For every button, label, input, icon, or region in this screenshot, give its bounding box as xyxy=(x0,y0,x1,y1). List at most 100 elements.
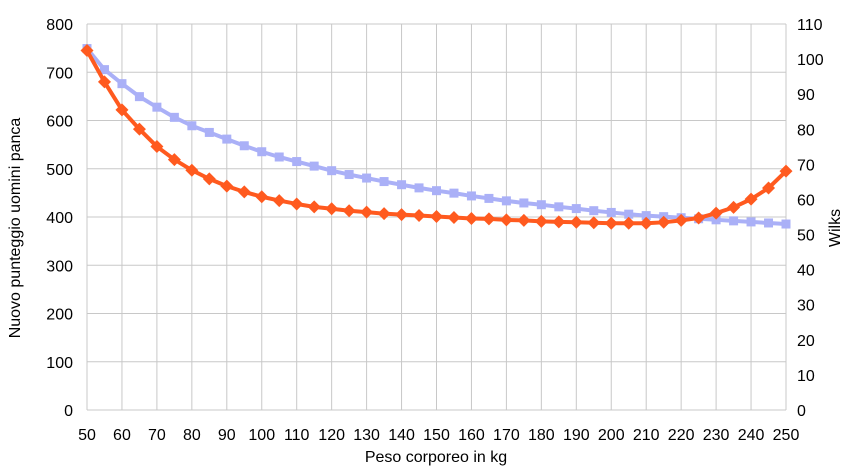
series-layer xyxy=(80,44,793,230)
data-point xyxy=(167,153,181,167)
data-point xyxy=(185,163,199,177)
data-point xyxy=(641,211,651,221)
data-point xyxy=(517,213,531,227)
x-tick-label: 50 xyxy=(78,427,96,444)
y2-tick-label: 70 xyxy=(797,157,815,174)
data-point xyxy=(414,183,424,193)
x-tick-label: 120 xyxy=(318,427,345,444)
data-point xyxy=(99,65,109,75)
y2-tick-label: 80 xyxy=(797,122,815,139)
data-point xyxy=(482,212,496,226)
data-point xyxy=(290,197,304,211)
data-point xyxy=(484,193,494,203)
data-point xyxy=(606,207,616,217)
y2-tick-label: 10 xyxy=(797,368,815,385)
data-point xyxy=(569,215,583,229)
x-tick-label: 140 xyxy=(388,427,415,444)
x-tick-label: 180 xyxy=(528,427,555,444)
data-point xyxy=(237,185,251,199)
data-point xyxy=(744,192,758,206)
data-point xyxy=(501,196,511,206)
x-axis-label: Peso corporeo in kg xyxy=(365,449,507,466)
data-point xyxy=(134,92,144,102)
y-tick-label: 500 xyxy=(46,162,73,179)
data-point xyxy=(344,170,354,180)
x-tick-label: 230 xyxy=(703,427,730,444)
data-point xyxy=(657,215,671,229)
y2-tick-label: 30 xyxy=(797,298,815,315)
data-point xyxy=(464,211,478,225)
data-point xyxy=(430,210,443,224)
x-tick-label: 220 xyxy=(668,427,695,444)
data-point xyxy=(779,164,793,178)
y-tick-label: 300 xyxy=(46,258,73,275)
x-tick-label: 150 xyxy=(423,427,450,444)
y2-tick-label: 110 xyxy=(797,17,823,34)
data-point xyxy=(274,152,284,162)
data-point xyxy=(709,206,723,220)
data-point xyxy=(97,75,111,89)
data-point xyxy=(342,204,356,218)
y-tick-label: 800 xyxy=(46,17,73,34)
y2-tick-label: 100 xyxy=(797,52,824,69)
data-point xyxy=(764,218,774,228)
x-tick-label: 60 xyxy=(113,427,131,444)
y2-tick-label: 50 xyxy=(797,228,815,245)
data-point xyxy=(257,147,267,157)
data-point xyxy=(552,215,566,229)
data-point xyxy=(309,161,319,171)
data-point xyxy=(674,213,688,227)
data-point xyxy=(202,172,216,186)
data-point xyxy=(622,216,636,230)
y2-axis-label: Wilks xyxy=(827,209,844,247)
data-point xyxy=(536,200,546,210)
y-axis-ticks: 0 100 200 300 400 500 600 700 800 xyxy=(46,17,73,420)
data-point xyxy=(412,209,426,223)
x-tick-label: 100 xyxy=(248,427,275,444)
data-point xyxy=(239,141,249,151)
data-point xyxy=(395,208,409,222)
data-point xyxy=(449,188,459,198)
data-point xyxy=(80,44,94,58)
data-point xyxy=(639,216,653,230)
data-point xyxy=(587,216,601,230)
y2-tick-label: 90 xyxy=(797,87,815,104)
x-tick-label: 210 xyxy=(633,427,660,444)
data-point xyxy=(272,194,286,208)
data-point xyxy=(362,173,372,183)
data-point xyxy=(377,207,391,221)
data-point xyxy=(727,200,741,214)
data-point xyxy=(519,198,529,208)
data-point xyxy=(692,211,706,225)
data-point xyxy=(397,180,407,190)
x-tick-label: 110 xyxy=(284,427,310,444)
data-point xyxy=(447,210,461,224)
data-point xyxy=(292,157,302,167)
y-tick-label: 100 xyxy=(46,355,73,372)
data-point xyxy=(307,200,321,214)
data-point xyxy=(325,202,339,216)
x-tick-label: 190 xyxy=(563,427,590,444)
y-tick-label: 600 xyxy=(46,114,73,131)
y2-axis-ticks: 0 10 20 30 40 50 60 70 80 90 100 110 xyxy=(797,17,824,420)
data-point xyxy=(379,177,389,187)
series-punteggio xyxy=(80,44,793,230)
data-point xyxy=(711,215,721,225)
data-point xyxy=(169,112,179,122)
y2-tick-label: 20 xyxy=(797,333,815,350)
x-tick-label: 250 xyxy=(773,427,800,444)
y-tick-label: 200 xyxy=(46,307,73,324)
x-tick-label: 90 xyxy=(218,427,236,444)
data-point xyxy=(534,214,548,228)
x-tick-label: 160 xyxy=(458,427,485,444)
data-point xyxy=(132,122,146,136)
series-wilks xyxy=(82,44,791,229)
x-tick-label: 70 xyxy=(148,427,166,444)
data-point xyxy=(220,179,234,193)
data-point xyxy=(746,217,756,227)
data-point xyxy=(466,191,476,201)
y-axis-label: Nuovo punteggio uomini panca xyxy=(7,118,24,339)
data-point xyxy=(117,79,127,89)
y-tick-label: 0 xyxy=(64,403,73,420)
data-point xyxy=(115,103,129,117)
